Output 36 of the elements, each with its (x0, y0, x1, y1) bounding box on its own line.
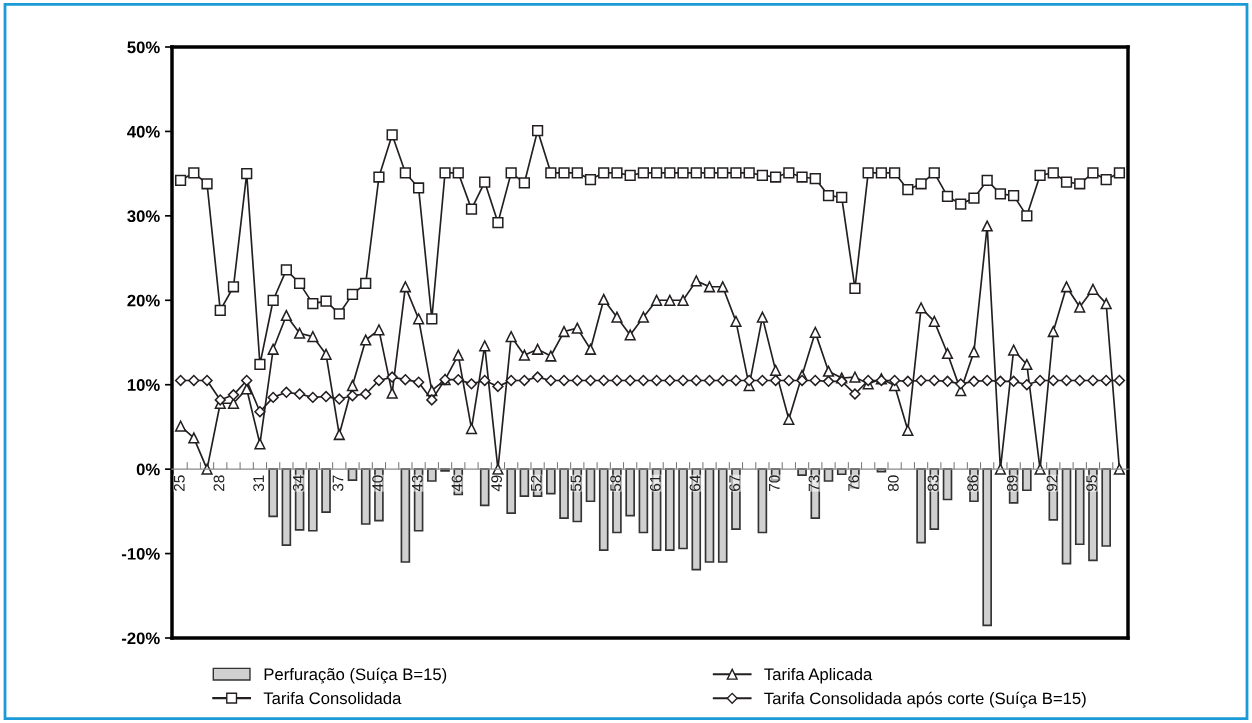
x-tick-label: 37 (332, 475, 344, 492)
x-tick-label: 80 (887, 475, 899, 492)
y-tick-label: 20% (127, 294, 160, 307)
x-tick-label: 70 (768, 475, 780, 491)
x-tick-label: 46 (451, 475, 463, 492)
legend-label: Tarifa Aplicada (764, 667, 873, 684)
x-tick-label: 55 (570, 475, 582, 492)
x-tick-label: 52 (530, 475, 542, 492)
x-tick-label: 58 (610, 475, 622, 492)
x-tick-label: 95 (1086, 475, 1098, 491)
x-tick-label: 73 (808, 475, 820, 491)
x-tick-label: 40 (372, 475, 384, 492)
x-tick-label: 76 (848, 475, 860, 491)
x-tick-label: 31 (253, 475, 265, 492)
y-tick-label: -10% (121, 547, 160, 560)
legend-label: Perfuração (Suíça B=15) (264, 667, 447, 684)
x-tick-label: 49 (491, 475, 503, 492)
legend-label: Tarifa Consolidada (263, 691, 402, 705)
x-tick-label: 34 (292, 475, 304, 492)
x-tick-label: 83 (927, 475, 939, 492)
x-tick-label: 28 (213, 475, 225, 491)
y-tick-label: 0% (136, 463, 160, 476)
y-tick-label: 30% (127, 210, 160, 223)
x-tick-label: 89 (1006, 475, 1018, 492)
x-tick-label: 43 (411, 475, 423, 492)
x-tick-label: 67 (729, 475, 741, 491)
x-tick-label: 25 (173, 475, 185, 491)
y-tick-label: -20% (121, 632, 160, 645)
y-tick-label: 50% (127, 41, 160, 54)
y-tick-label: 10% (127, 379, 160, 391)
x-tick-label: 61 (649, 475, 661, 491)
x-tick-label: 64 (689, 475, 701, 491)
y-tick-label: 40% (127, 125, 160, 138)
x-tick-label: 92 (1046, 475, 1058, 491)
legend-label: Tarifa Consolidada após corte (Suíça B=15) (764, 691, 1086, 708)
x-tick-label: 86 (967, 475, 979, 492)
